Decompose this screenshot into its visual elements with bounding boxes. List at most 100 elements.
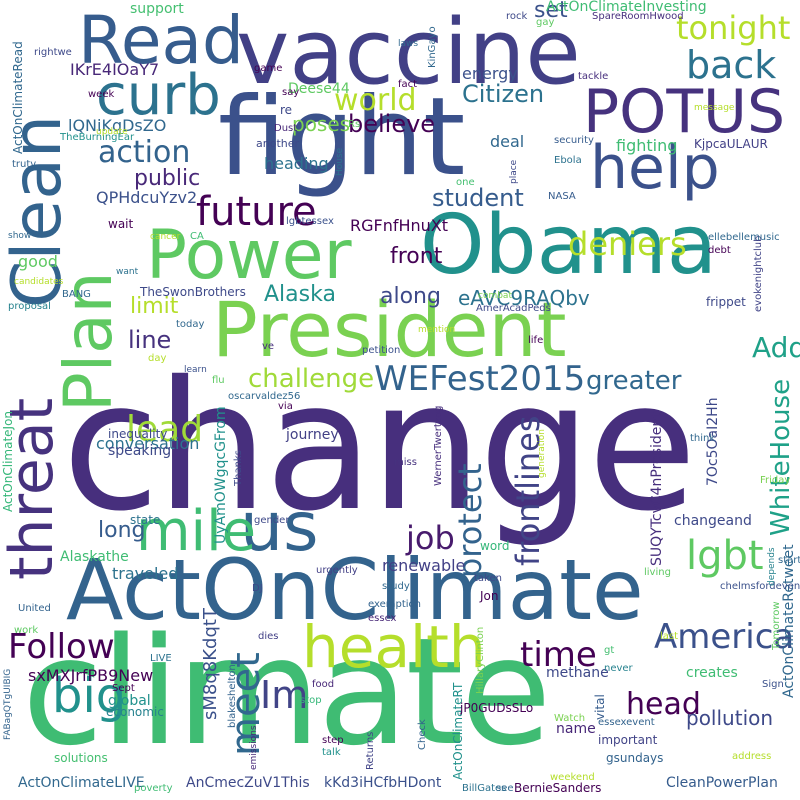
word: urgently: [316, 565, 358, 576]
word: lgbtessex: [286, 216, 334, 227]
word: United: [18, 603, 51, 614]
word: pollution: [686, 706, 774, 730]
word: along: [380, 284, 441, 309]
word: week: [88, 89, 115, 100]
word: long: [98, 518, 146, 543]
word: HillaryClinton: [475, 626, 486, 694]
word: sxMXJrfPB9New: [28, 666, 154, 685]
word: Check: [417, 719, 428, 750]
word: FABagQTgUIBIG: [3, 668, 13, 740]
word: life: [528, 335, 544, 346]
word: sM8q8KdqtT: [200, 608, 221, 720]
word: day: [148, 353, 167, 364]
word: state: [130, 513, 161, 527]
word: SpareRoomHwood: [592, 11, 684, 22]
word: RGFnfHnuXt: [350, 216, 449, 235]
word: public: [134, 166, 201, 191]
word: front: [390, 244, 443, 269]
word: energy: [462, 64, 518, 83]
word: Alaskathe: [60, 549, 129, 565]
word: Sept: [112, 683, 135, 694]
word: place: [509, 159, 519, 184]
word: DJ: [252, 583, 263, 594]
word: CA: [190, 231, 204, 242]
word: learn: [184, 365, 207, 375]
word: limit: [130, 294, 179, 319]
word: gay: [536, 17, 555, 28]
word: action: [98, 135, 191, 170]
word: re: [280, 103, 293, 117]
word: eAVC9RAQbv: [458, 286, 590, 310]
word: poses: [292, 112, 351, 136]
word: gsundays: [606, 751, 664, 765]
word: AmerAcadPeds: [476, 303, 551, 314]
word: last: [660, 631, 679, 642]
word: Watch: [554, 713, 586, 724]
word: vaccine: [236, 0, 581, 105]
word: chelmsfordevent: [720, 581, 800, 592]
word: ActOnClimateInvesting: [546, 0, 707, 15]
word: renewable: [382, 556, 466, 575]
word: talk: [322, 747, 341, 758]
word: Sign: [762, 679, 784, 690]
word: flu: [212, 375, 225, 386]
word: essex: [368, 613, 397, 624]
word: future: [196, 189, 317, 235]
word: message: [694, 103, 735, 113]
word: ActOnClimateJon: [1, 410, 15, 512]
word: tonight: [676, 9, 791, 47]
word: work: [14, 625, 39, 636]
word: exemption: [368, 599, 421, 610]
word: start: [778, 555, 800, 566]
word: Dust: [274, 123, 298, 134]
word: oscarvaldez56: [228, 391, 301, 402]
word: say: [282, 87, 300, 98]
word: study: [382, 581, 410, 592]
word: Ebola: [554, 155, 582, 166]
word: emissions: [249, 725, 259, 770]
word: POTUS: [583, 77, 786, 147]
word: ellebellemusic: [708, 232, 780, 243]
word: lead: [126, 409, 204, 450]
word: depends: [767, 547, 777, 586]
word: ActOnClimateRetweet: [781, 544, 797, 698]
word: world: [334, 83, 417, 118]
word: jP0GUDsSLo: [460, 701, 534, 715]
word: WhiteHouse: [766, 378, 796, 536]
word: greater: [586, 366, 682, 396]
word: fighting: [616, 136, 678, 155]
word: stop: [300, 695, 322, 706]
word: KjpcaULAUR: [694, 137, 768, 151]
word: ve: [262, 341, 275, 352]
word: lQNiKqDsZO: [68, 116, 167, 135]
word: generation: [537, 429, 547, 478]
word: food: [312, 679, 335, 690]
word: set: [534, 0, 568, 23]
word: see: [496, 783, 514, 794]
word: lgbt: [686, 533, 764, 579]
word: kKd3iHCfbHDont: [324, 775, 442, 791]
word: NASA: [548, 191, 576, 202]
word: changeand: [674, 513, 752, 529]
word: poverty: [134, 783, 173, 794]
word: Thanks: [233, 450, 244, 486]
word: CleanPowerPlan: [666, 775, 778, 791]
word: ActOnClimateRT: [451, 682, 465, 780]
word: mention: [418, 325, 456, 335]
word: rock: [506, 11, 528, 22]
word: BernieSanders: [514, 781, 602, 795]
word: word: [480, 539, 510, 553]
word: deal: [490, 132, 525, 151]
word: Read: [78, 2, 244, 79]
word: TheSwonBrothers: [140, 285, 246, 299]
word: TheBurningEar: [60, 132, 135, 143]
word: AnCmecZuV1This: [186, 775, 310, 791]
word: KinGayo: [427, 26, 438, 68]
word: support: [130, 1, 184, 17]
word: another: [256, 137, 300, 150]
word: traveled: [112, 564, 179, 583]
word: BillGates: [462, 783, 507, 794]
word: rightwe: [34, 47, 72, 58]
word: America: [654, 617, 795, 657]
word: Alaska: [264, 282, 336, 307]
